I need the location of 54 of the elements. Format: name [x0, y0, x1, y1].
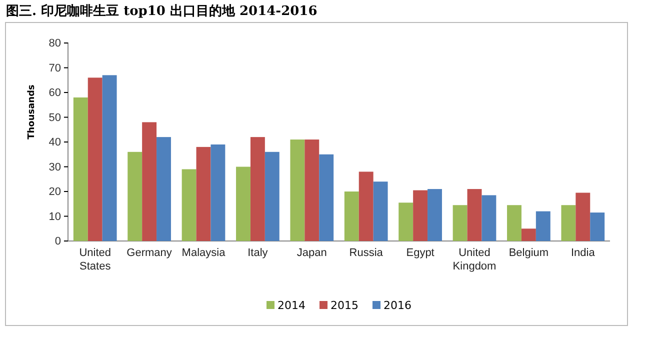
y-tick-label: 50 — [48, 112, 61, 124]
bar — [236, 166, 250, 241]
bar — [304, 140, 320, 241]
bar — [182, 169, 196, 241]
bar — [452, 205, 468, 241]
bar — [319, 154, 334, 241]
y-axis-title: Thousands — [27, 84, 37, 140]
bar — [507, 205, 522, 241]
bar — [264, 152, 280, 241]
bar — [128, 152, 142, 241]
bar — [576, 192, 590, 241]
y-tick-label: 70 — [48, 62, 61, 74]
x-tick-label: Russia — [349, 247, 384, 260]
bar — [536, 211, 550, 241]
x-tick-label: Belgium — [508, 247, 549, 260]
x-tick-label: Japan — [296, 247, 327, 260]
bar — [88, 78, 102, 241]
chart-title: 图三. 印尼咖啡生豆 top10 出口目的地 2014-2016 — [6, 3, 318, 19]
bar — [398, 202, 414, 241]
x-tick-label: Germany — [126, 247, 172, 260]
bar — [156, 137, 171, 241]
y-tick-label: 60 — [48, 87, 61, 100]
bar — [142, 122, 157, 241]
y-tick-label: 0 — [54, 236, 61, 248]
y-tick-label: 20 — [48, 186, 61, 198]
bar — [482, 195, 496, 241]
bar — [521, 228, 536, 241]
bar — [561, 205, 576, 241]
y-tick-label: 40 — [48, 136, 61, 149]
legend-label: 2016 — [384, 299, 412, 312]
x-tick-label: United States — [79, 247, 112, 272]
bar — [428, 189, 442, 241]
bar — [373, 182, 388, 241]
bar — [344, 192, 359, 241]
x-tick-label: Italy — [248, 247, 268, 260]
bar — [413, 190, 428, 241]
bar — [358, 172, 374, 241]
x-tick-label: India — [570, 247, 596, 260]
bar — [196, 146, 211, 241]
bar — [73, 97, 88, 241]
bar — [250, 137, 265, 241]
bar — [102, 75, 117, 241]
bar — [590, 212, 605, 241]
y-tick-label: 10 — [48, 210, 61, 223]
x-tick-label: Malaysia — [182, 247, 226, 260]
bar — [290, 140, 305, 241]
bar — [467, 189, 482, 241]
y-tick-label: 80 — [48, 38, 61, 50]
legend-label: 2014 — [278, 299, 306, 312]
y-tick-label: 30 — [48, 161, 61, 174]
legend-label: 2015 — [330, 299, 358, 312]
x-tick-label: United Kingdom — [452, 247, 496, 272]
bar — [210, 144, 226, 241]
x-tick-label: Egypt — [406, 247, 434, 260]
